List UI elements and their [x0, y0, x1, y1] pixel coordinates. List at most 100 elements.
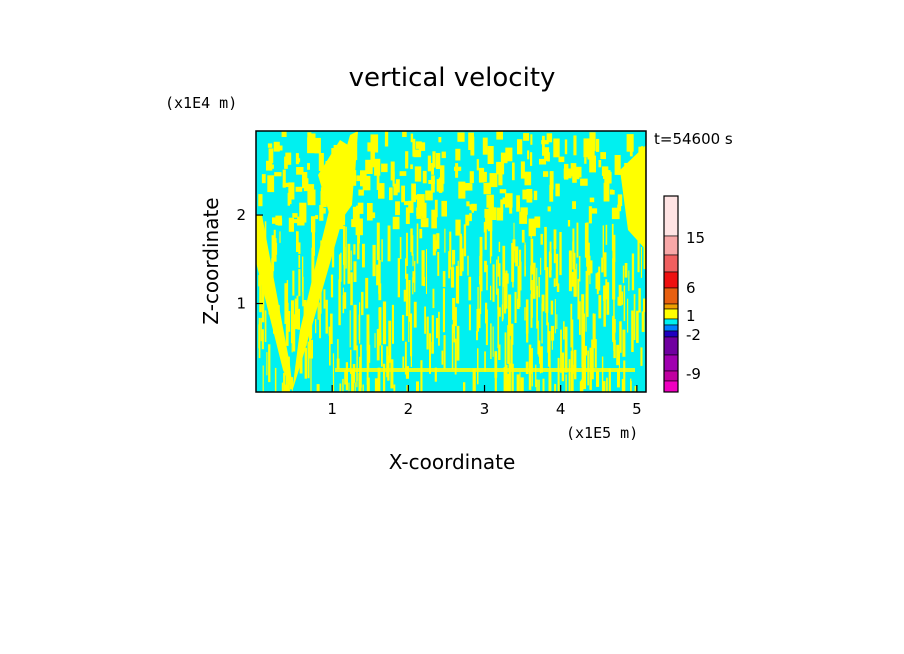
- field-streak: [640, 198, 646, 207]
- field-streak: [427, 155, 431, 172]
- field-streak: [292, 314, 296, 352]
- field-streak: [395, 201, 400, 216]
- field-streak: [592, 313, 595, 336]
- field-streak: [291, 302, 294, 326]
- field-streak: [476, 330, 478, 341]
- field-streak: [564, 163, 569, 180]
- field-streak: [502, 197, 508, 205]
- field-streak: [635, 188, 642, 204]
- field-streak: [332, 353, 335, 392]
- field-streak: [466, 201, 470, 207]
- field-streak: [366, 339, 369, 385]
- field-streak: [479, 246, 483, 291]
- field-streak: [508, 363, 511, 392]
- field-streak: [272, 287, 276, 326]
- field-streak: [457, 260, 459, 304]
- field-streak: [554, 299, 556, 334]
- velocity-field: [256, 131, 647, 392]
- field-streak: [627, 298, 629, 333]
- field-streak: [383, 363, 386, 392]
- field-streak: [268, 148, 274, 164]
- field-streak: [390, 359, 394, 389]
- field-streak: [318, 153, 324, 171]
- field-streak: [288, 182, 295, 200]
- field-streak: [530, 152, 533, 166]
- field-streak: [549, 171, 554, 190]
- field-streak: [405, 258, 407, 279]
- field-streak: [323, 208, 326, 214]
- field-streak: [402, 131, 407, 137]
- field-streak: [455, 163, 459, 178]
- colorbar-segment: [663, 254, 679, 273]
- field-streak: [621, 291, 623, 305]
- field-streak: [488, 207, 497, 220]
- field-streak: [292, 219, 298, 224]
- field-streak: [551, 328, 553, 350]
- field-streak: [448, 251, 451, 279]
- colorbar-segment: [663, 330, 679, 338]
- field-streak: [591, 339, 594, 380]
- field-streak: [367, 142, 374, 152]
- field-streak: [485, 214, 488, 230]
- field-streak: [547, 206, 551, 212]
- field-streak: [401, 185, 405, 203]
- field-streak: [482, 137, 488, 155]
- field-streak: [536, 285, 538, 329]
- field-streak: [523, 133, 530, 141]
- field-streak: [570, 303, 573, 348]
- field-streak: [307, 163, 310, 170]
- colorbar-segment: [663, 195, 679, 237]
- field-streak: [361, 291, 364, 316]
- field-streak: [355, 218, 363, 236]
- field-streak: [258, 274, 260, 287]
- field-streak: [310, 350, 312, 392]
- field-streak: [605, 279, 608, 300]
- colorbar-segment: [663, 336, 679, 356]
- field-streak: [583, 138, 591, 158]
- field-streak: [455, 148, 461, 161]
- field-streak: [478, 308, 481, 329]
- field-streak: [413, 301, 417, 328]
- field-streak: [485, 309, 488, 346]
- field-streak: [268, 286, 270, 315]
- field-streak: [524, 171, 532, 186]
- field-streak: [303, 178, 309, 192]
- colorbar-segment: [663, 324, 679, 332]
- field-streak: [410, 164, 413, 169]
- field-streak: [531, 348, 533, 387]
- field-streak: [350, 272, 353, 306]
- x-tick-label: 3: [480, 400, 490, 418]
- field-streak: [370, 148, 375, 168]
- field-streak: [628, 270, 630, 291]
- field-streak: [641, 311, 645, 332]
- field-streak: [622, 329, 626, 357]
- field-streak: [530, 280, 533, 318]
- field-streak: [349, 310, 351, 348]
- field-streak: [554, 383, 557, 392]
- field-streak: [489, 173, 498, 188]
- field-streak: [530, 265, 532, 291]
- field-streak: [541, 294, 545, 312]
- field-streak: [513, 222, 515, 247]
- field-streak: [442, 271, 446, 287]
- field-streak: [286, 280, 289, 313]
- field-streak: [627, 204, 632, 213]
- field-streak: [342, 378, 344, 392]
- field-streak: [572, 241, 574, 270]
- field-streak: [591, 208, 598, 214]
- field-streak: [586, 222, 589, 267]
- field-streak: [547, 331, 551, 367]
- field-streak: [412, 277, 414, 295]
- field-streak: [512, 162, 515, 181]
- field-streak: [613, 283, 615, 328]
- field-streak: [618, 284, 622, 306]
- field-streak: [524, 307, 526, 321]
- field-streak: [492, 326, 494, 357]
- field-streak: [468, 276, 472, 301]
- field-streak: [419, 228, 423, 239]
- field-streak: [542, 378, 545, 392]
- field-streak: [516, 195, 520, 212]
- field-streak: [415, 141, 422, 149]
- field-streak: [511, 243, 515, 282]
- field-streak: [266, 352, 268, 376]
